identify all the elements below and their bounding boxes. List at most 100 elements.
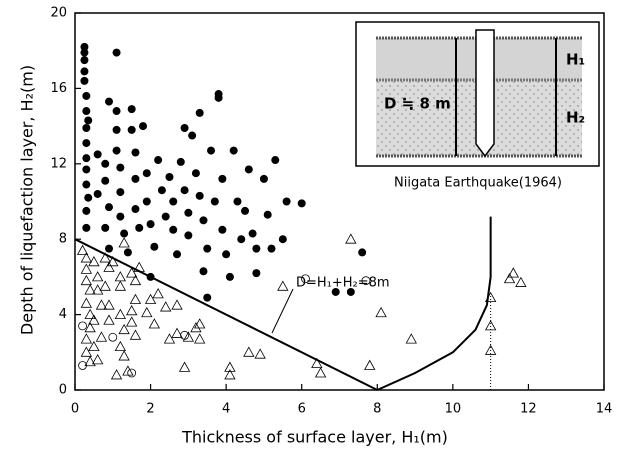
liquefied-point: [80, 76, 89, 85]
triangle-point: [84, 321, 96, 333]
liquefied-point: [80, 67, 89, 76]
triangle-point: [114, 280, 127, 291]
x-tick-label: 6: [298, 402, 306, 417]
triangle-point: [125, 305, 138, 316]
open-circle-point: [127, 368, 137, 378]
triangle-point: [80, 274, 93, 286]
boundary-line: [74, 238, 378, 391]
liquefied-point: [120, 229, 129, 238]
triangle-point: [80, 333, 93, 344]
triangle-point: [91, 271, 104, 282]
liquefied-point: [214, 93, 223, 102]
inset-caption: Niigata Earthquake(1964): [394, 176, 562, 191]
triangle-point: [133, 261, 145, 272]
liquefied-point: [105, 244, 114, 253]
liquefied-point: [358, 248, 367, 257]
liquefied-point: [161, 212, 170, 221]
triangle-point: [88, 255, 100, 267]
liquefied-point: [116, 188, 125, 197]
triangle-point: [484, 344, 497, 355]
open-circle-point: [78, 361, 87, 370]
liquefied-point: [84, 116, 93, 125]
liquefied-point: [80, 48, 89, 57]
triangle-point: [503, 272, 516, 284]
triangle-point: [277, 280, 289, 291]
triangle-point: [114, 340, 127, 352]
liquefied-point: [184, 208, 193, 217]
triangle-point: [171, 299, 183, 310]
open-circle-point: [361, 276, 371, 286]
y-tick-label: 16: [50, 81, 67, 96]
x-tick-label: 8: [373, 402, 381, 417]
triangle-point: [364, 359, 376, 370]
triangle-point: [103, 299, 115, 310]
triangle-point: [129, 293, 142, 304]
annotation-leader: [271, 288, 294, 334]
inset-depth: D ≒ 8 m: [384, 95, 451, 113]
y-tick-label: 4: [59, 307, 67, 322]
liquefied-point: [82, 206, 91, 215]
liquefied-point: [241, 206, 250, 215]
triangle-point: [194, 318, 206, 329]
liquefied-point: [131, 148, 140, 157]
liquefied-point: [157, 186, 166, 195]
liquefied-point: [146, 220, 155, 229]
triangle-point: [114, 308, 127, 319]
triangle-point: [95, 331, 108, 342]
open-circle-point: [180, 330, 189, 340]
liquefied-point: [199, 267, 208, 276]
liquefied-point: [218, 225, 227, 234]
liquefied-point: [222, 250, 231, 259]
triangle-point: [129, 329, 142, 340]
liquefied-point: [131, 205, 140, 214]
triangle-point: [80, 297, 93, 308]
liquefied-point: [331, 287, 340, 296]
inset-h1: H₁: [566, 51, 585, 69]
liquefied-point: [142, 197, 151, 206]
triangle-point: [84, 355, 96, 367]
triangle-point: [84, 308, 96, 319]
liquefied-point: [82, 139, 91, 148]
liquefied-point: [105, 203, 114, 212]
liquefied-point: [248, 229, 257, 238]
liquefied-point: [188, 131, 197, 140]
y-tick-label: 12: [50, 156, 67, 171]
triangle-point: [178, 361, 191, 372]
liquefied-point: [112, 125, 121, 134]
liquefied-point: [210, 197, 219, 206]
open-circle-point: [108, 332, 118, 342]
liquefied-point: [82, 91, 91, 100]
x-axis-label: Thickness of surface layer, H₁(m): [181, 428, 448, 447]
liquefied-point: [112, 48, 121, 57]
liquefied-point: [93, 150, 102, 159]
triangle-point: [507, 267, 519, 278]
x-tick-label: 2: [146, 402, 154, 417]
liquefied-point: [101, 159, 110, 168]
liquefied-point: [101, 223, 110, 232]
liquefied-point: [252, 269, 261, 278]
liquefied-point: [263, 210, 272, 219]
liquefied-point: [82, 154, 91, 163]
liquefied-point: [203, 293, 212, 302]
liquefied-point: [252, 244, 261, 253]
liquefied-point: [271, 156, 280, 165]
liquefied-point: [169, 225, 178, 234]
triangle-point: [484, 320, 497, 331]
liquefied-point: [82, 165, 91, 174]
inset: H₁ H₂ D ≒ 8 m Niigata Earthquake(1964): [355, 21, 600, 191]
x-tick-label: 0: [71, 402, 79, 417]
liquefied-point: [82, 107, 91, 116]
triangle-point: [515, 276, 527, 287]
liquefied-point: [203, 244, 212, 253]
triangle-point: [114, 271, 127, 282]
triangle-point: [88, 340, 100, 352]
triangle-point: [80, 252, 93, 263]
triangle-point: [118, 323, 130, 335]
y-tick-label: 8: [59, 232, 67, 247]
liquefied-point: [195, 191, 204, 200]
liquefied-point: [237, 235, 246, 244]
liquefied-point: [207, 146, 216, 155]
triangle-point: [76, 244, 89, 255]
triangle-point: [125, 316, 138, 327]
x-tick-label: 4: [222, 402, 230, 417]
